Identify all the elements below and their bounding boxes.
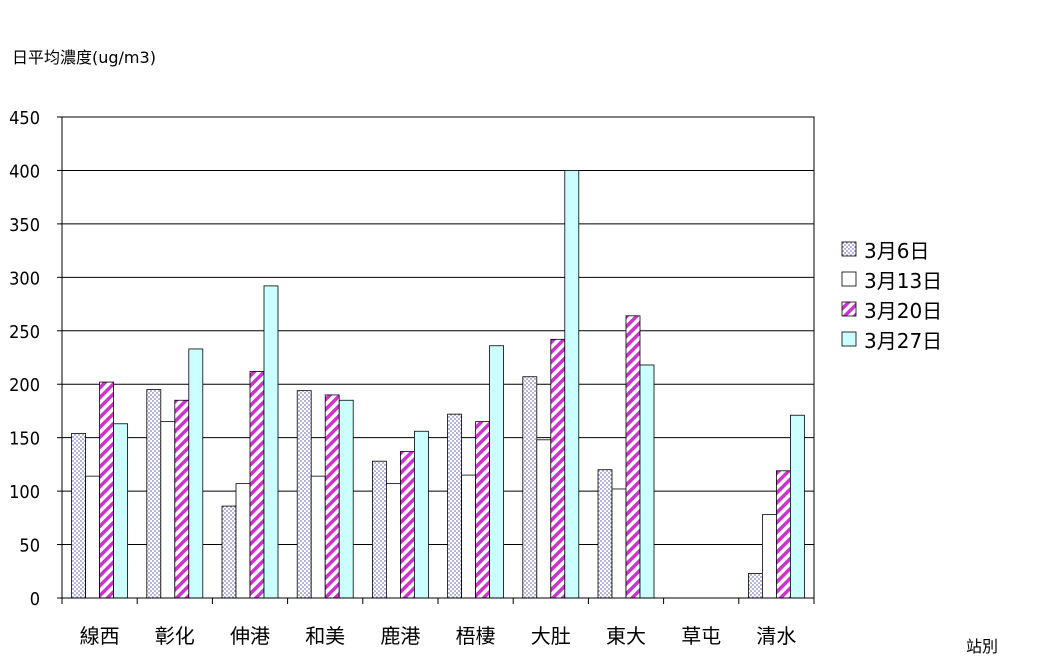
bar (597, 469, 613, 599)
x-tick-label: 梧棲 (456, 624, 496, 648)
bar (413, 430, 429, 599)
bar (461, 474, 477, 599)
bar (263, 285, 279, 599)
bar (611, 488, 627, 599)
bar (188, 348, 204, 599)
legend-label: 3月6日 (864, 239, 929, 263)
x-tick-label: 東大 (606, 624, 646, 648)
plot-border (61, 116, 815, 599)
bar (146, 389, 162, 599)
bar (522, 376, 538, 599)
bar (174, 399, 190, 599)
legend-label: 3月27日 (864, 329, 942, 353)
bar (447, 413, 463, 599)
y-tick-label: 400 (9, 161, 40, 182)
bar (160, 421, 176, 599)
x-axis-label: 站別 (966, 637, 998, 656)
x-tick-label: 鹿港 (380, 624, 420, 648)
legend-swatch (841, 241, 857, 257)
bar (71, 432, 86, 599)
bar (371, 460, 387, 599)
bar (536, 439, 552, 599)
x-tick-label: 清水 (756, 624, 796, 648)
x-tick-label: 線西 (80, 624, 120, 648)
bar (776, 470, 791, 599)
x-tick-label: 彰化 (155, 624, 195, 648)
bar (790, 414, 805, 599)
y-axis-label: 日平均濃度(ug/m3) (12, 48, 156, 67)
y-tick-label: 200 (9, 375, 40, 396)
bar (762, 514, 777, 599)
y-tick-label: 100 (9, 482, 40, 503)
y-tick-label: 350 (9, 215, 40, 236)
bar (338, 399, 354, 599)
bar (85, 475, 100, 599)
legend-label: 3月13日 (864, 269, 942, 293)
bar (324, 394, 340, 599)
bar (296, 390, 312, 599)
bar (625, 315, 641, 599)
bar (235, 483, 251, 599)
bar (113, 423, 128, 599)
y-tick-label: 150 (9, 429, 40, 450)
bar (310, 475, 326, 599)
bar (249, 370, 265, 599)
legend-swatch (841, 301, 857, 317)
y-tick-label: 250 (9, 322, 40, 343)
x-tick-label: 和美 (305, 624, 345, 648)
bar (564, 170, 580, 599)
bar (385, 483, 401, 599)
bar (99, 381, 114, 599)
bar (550, 338, 566, 599)
legend-swatch (841, 331, 857, 347)
y-tick-label: 300 (9, 268, 40, 289)
bar (748, 573, 763, 599)
y-tick-label: 0 (30, 589, 40, 610)
x-tick-label: 伸港 (230, 624, 270, 648)
legend: 3月6日 3月13日 3月20日 3月27日 (841, 239, 942, 353)
x-tick-label: 草屯 (681, 624, 721, 648)
legend-swatch (841, 271, 857, 287)
bar (399, 451, 415, 599)
bar (475, 421, 491, 599)
y-tick-label: 50 (19, 536, 40, 557)
y-tick-label: 450 (9, 108, 40, 129)
bar (221, 505, 237, 599)
x-tick-label: 大肚 (531, 624, 571, 648)
bar (639, 364, 655, 599)
legend-label: 3月20日 (864, 299, 942, 323)
bar (489, 345, 505, 599)
